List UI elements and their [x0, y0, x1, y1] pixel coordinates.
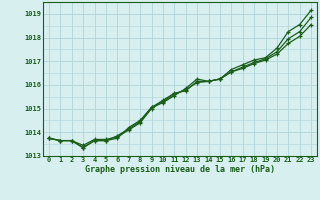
X-axis label: Graphe pression niveau de la mer (hPa): Graphe pression niveau de la mer (hPa)	[85, 165, 275, 174]
